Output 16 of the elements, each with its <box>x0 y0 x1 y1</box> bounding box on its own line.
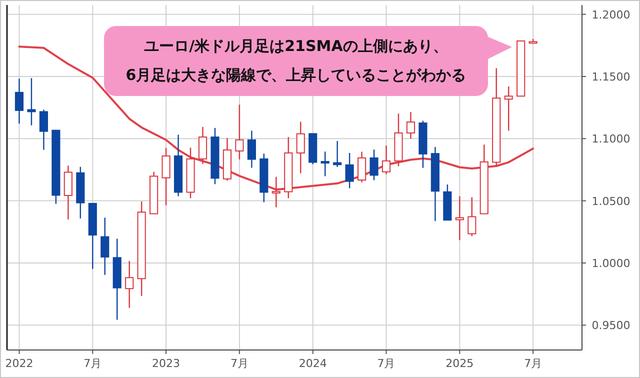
annotation: ユーロ/米ドル月足は21SMAの上側にあり、 6月足は大きな陽線で、上昇していることがわかる <box>126 37 466 84</box>
y-tick-label: 1.0500 <box>592 194 630 208</box>
y-tick-label: 1.0000 <box>592 256 630 270</box>
x-tick-label: 7月 <box>524 357 542 370</box>
y-tick-label: 0.9500 <box>592 319 630 332</box>
x-tick-label: 7月 <box>230 357 248 370</box>
x-tick-label: 7月 <box>84 357 102 370</box>
x-tick-label: 2022 <box>5 357 34 370</box>
y-tick-label: 1.1500 <box>592 70 630 84</box>
x-tick-label: 7月 <box>377 357 396 370</box>
x-tick-label: 2024 <box>298 357 327 370</box>
annotation: ユーロ/米ドル月足は21SMAの上側にあり、 6月足は大きな陽線で、上昇していることがわかる <box>104 26 512 96</box>
y-tick-label: 1.2000 <box>592 8 630 22</box>
x-tick-label: 2023 <box>152 357 180 370</box>
y-tick-label: 1.1000 <box>592 132 630 146</box>
x-tick-label: 2025 <box>446 357 474 370</box>
